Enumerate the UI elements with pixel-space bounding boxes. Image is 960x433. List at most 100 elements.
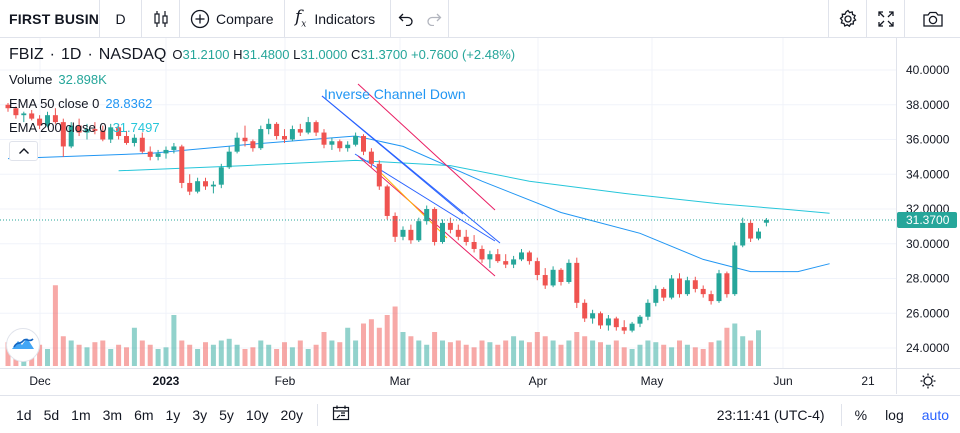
candle <box>124 130 129 145</box>
candle <box>218 163 224 189</box>
high-value: 31.4800 <box>242 47 290 62</box>
candle-body <box>376 163 382 187</box>
time-axis-settings-icon[interactable] <box>920 373 936 389</box>
candle <box>526 250 532 265</box>
candles-icon <box>152 10 170 28</box>
candle-body <box>511 259 517 265</box>
candle <box>297 123 303 137</box>
range-10y[interactable]: 10y <box>245 406 269 423</box>
candle <box>661 287 667 302</box>
range-20y[interactable]: 20y <box>280 406 304 423</box>
legend: FBIZ · 1D · NASDAQ O31.2100 H31.4800 L31… <box>9 46 515 66</box>
candle-body <box>748 222 754 239</box>
volume-bar <box>503 340 509 366</box>
volume-bar <box>534 332 540 366</box>
timezone-clock[interactable]: 23:11:41 (UTC-4) <box>716 406 825 423</box>
snapshot-button[interactable] <box>904 0 960 37</box>
candle-body <box>250 141 256 149</box>
study-ema50-label: EMA 50 close 0 <box>9 96 100 111</box>
plus-circle-icon <box>190 9 210 29</box>
range-5y[interactable]: 5y <box>219 406 234 423</box>
legend-collapse-button[interactable] <box>9 141 38 161</box>
volume-bar <box>368 319 374 366</box>
time-axis[interactable]: Dec 2023 Feb Mar Apr May Jun 21 <box>0 369 960 395</box>
interval-button[interactable]: D <box>100 0 142 37</box>
candle <box>313 120 319 137</box>
volume-bar <box>605 344 611 366</box>
candle <box>495 248 501 263</box>
tradingview-logo-icon <box>11 335 35 356</box>
candlesticks <box>5 103 769 335</box>
candle-body <box>637 316 643 324</box>
settings-button[interactable] <box>828 0 866 37</box>
separator <box>840 403 842 426</box>
candle <box>116 123 122 140</box>
volume-bar <box>242 349 248 366</box>
candle-body <box>669 278 675 298</box>
range-6m[interactable]: 6m <box>134 406 154 423</box>
candle <box>250 139 256 152</box>
candle-body <box>677 278 682 295</box>
volume-bar <box>226 338 232 366</box>
legend-symbol[interactable]: FBIZ <box>9 46 44 63</box>
percent-toggle[interactable]: % <box>854 406 868 423</box>
study-ema50[interactable]: EMA 50 close 0 28.8362 <box>9 96 152 111</box>
last-price-label: 31.3700 <box>906 213 950 227</box>
candle-body <box>171 146 177 150</box>
candle-body <box>700 288 706 295</box>
volume-bar <box>558 344 564 366</box>
candle <box>645 299 651 321</box>
tradingview-logo[interactable] <box>6 328 40 362</box>
auto-toggle[interactable]: auto <box>921 406 949 423</box>
compare-button[interactable]: Compare <box>180 0 285 37</box>
range-5d[interactable]: 5d <box>43 406 60 423</box>
time-tick-label: Feb <box>275 374 296 388</box>
candle <box>519 248 524 262</box>
candle-body <box>195 181 201 192</box>
log-toggle[interactable]: log <box>885 406 904 423</box>
candle-body <box>60 122 66 147</box>
volume-bar <box>542 336 548 366</box>
undo-icon[interactable] <box>398 12 414 26</box>
volume-bar <box>305 349 311 366</box>
indicators-button[interactable]: fx Indicators <box>285 0 391 37</box>
volume-bar <box>195 349 201 366</box>
volume-bar <box>52 285 58 366</box>
range-1m[interactable]: 1m <box>71 406 91 423</box>
candle-body <box>574 262 580 303</box>
goto-date-button[interactable] <box>326 405 356 424</box>
study-ema200[interactable]: EMA 200 close 0 31.7497 <box>9 120 160 135</box>
candle-body <box>266 123 272 130</box>
candle-body <box>116 127 122 137</box>
range-3y[interactable]: 3y <box>192 406 208 423</box>
fullscreen-button[interactable] <box>866 0 904 37</box>
volume-bar <box>210 344 216 366</box>
candle <box>5 103 11 112</box>
candle-body <box>242 137 248 142</box>
volume-bar <box>661 344 667 366</box>
volume-bar <box>748 340 754 366</box>
candle <box>305 116 311 135</box>
range-3m[interactable]: 3m <box>102 406 123 423</box>
price-chart[interactable]: Inverse Channel Down <box>0 38 960 368</box>
chart-type-button[interactable] <box>142 0 180 37</box>
study-volume[interactable]: Volume 32.898K <box>9 72 107 87</box>
redo-icon[interactable] <box>426 12 442 26</box>
price-axis[interactable]: 40.000038.000036.000034.000032.000030.00… <box>897 38 960 368</box>
study-ema50-value: 28.8362 <box>105 96 153 111</box>
candle-body <box>542 275 548 286</box>
range-1y[interactable]: 1y <box>165 406 181 423</box>
price-tick-label: 38.0000 <box>906 98 950 112</box>
volume-bar <box>250 347 256 366</box>
range-1d[interactable]: 1d <box>16 406 32 423</box>
candle-body <box>598 313 603 326</box>
chevron-up-icon <box>18 142 30 160</box>
volume-bar <box>708 342 714 366</box>
volume-bar <box>258 340 264 366</box>
volume-bar <box>487 342 493 366</box>
candle-body <box>353 136 359 145</box>
candle <box>171 142 177 154</box>
candle <box>155 149 161 161</box>
symbol-search-button[interactable]: FIRST BUSIN <box>0 0 100 37</box>
candle <box>13 106 19 119</box>
